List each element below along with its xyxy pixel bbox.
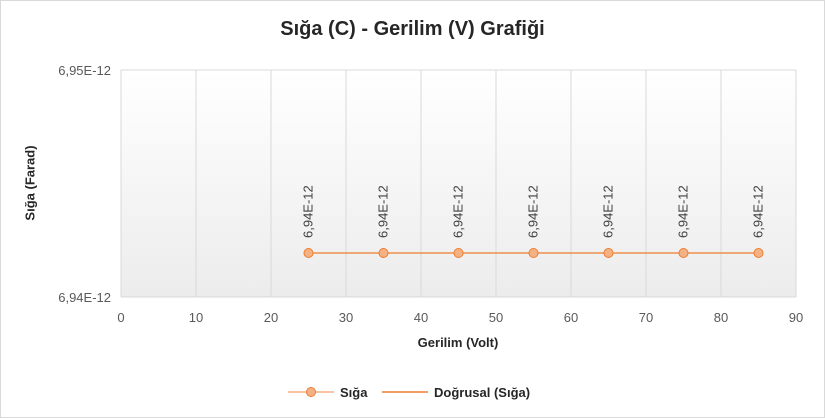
data-label: 6,94E-12 [601, 185, 616, 238]
x-tick-label: 90 [789, 310, 803, 325]
legend-marker-icon [288, 387, 334, 397]
x-tick-label: 60 [564, 310, 578, 325]
legend-label-trendline: Doğrusal (Sığa) [434, 384, 531, 400]
x-axis-title: Gerilim (Volt) [417, 335, 499, 350]
data-point [753, 248, 764, 258]
legend: Sığa Doğrusal (Sığa) [0, 380, 825, 404]
x-tick-label: 40 [414, 310, 428, 325]
chart-title: Sığa (C) - Gerilim (V) Grafiği [280, 18, 545, 40]
legend-label-series: Sığa [340, 384, 368, 400]
data-point [678, 248, 689, 258]
x-tick-label: 50 [489, 310, 503, 325]
y-tick-label: 6,95E-12 [58, 63, 111, 78]
x-tick-label: 0 [117, 310, 124, 325]
legend-item-series: Sığa [288, 380, 367, 404]
data-label: 6,94E-12 [301, 185, 316, 238]
data-point [528, 248, 539, 258]
x-tick-label: 20 [264, 310, 278, 325]
x-tick-label: 80 [714, 310, 728, 325]
data-point [603, 248, 614, 258]
data-point [303, 248, 314, 258]
data-label: 6,94E-12 [676, 185, 691, 238]
x-tick-label: 10 [189, 310, 203, 325]
data-point [378, 248, 389, 258]
x-tick-label: 70 [639, 310, 653, 325]
data-label: 6,94E-12 [451, 185, 466, 238]
plot-background [121, 70, 796, 297]
data-label: 6,94E-12 [376, 185, 391, 238]
data-label: 6,94E-12 [751, 185, 766, 238]
data-point [453, 248, 464, 258]
legend-item-trendline: Doğrusal (Sığa) [382, 380, 530, 404]
legend-line-icon [382, 391, 428, 393]
x-tick-label: 30 [339, 310, 353, 325]
data-label: 6,94E-12 [526, 185, 541, 238]
y-tick-label: 6,94E-12 [58, 290, 111, 305]
